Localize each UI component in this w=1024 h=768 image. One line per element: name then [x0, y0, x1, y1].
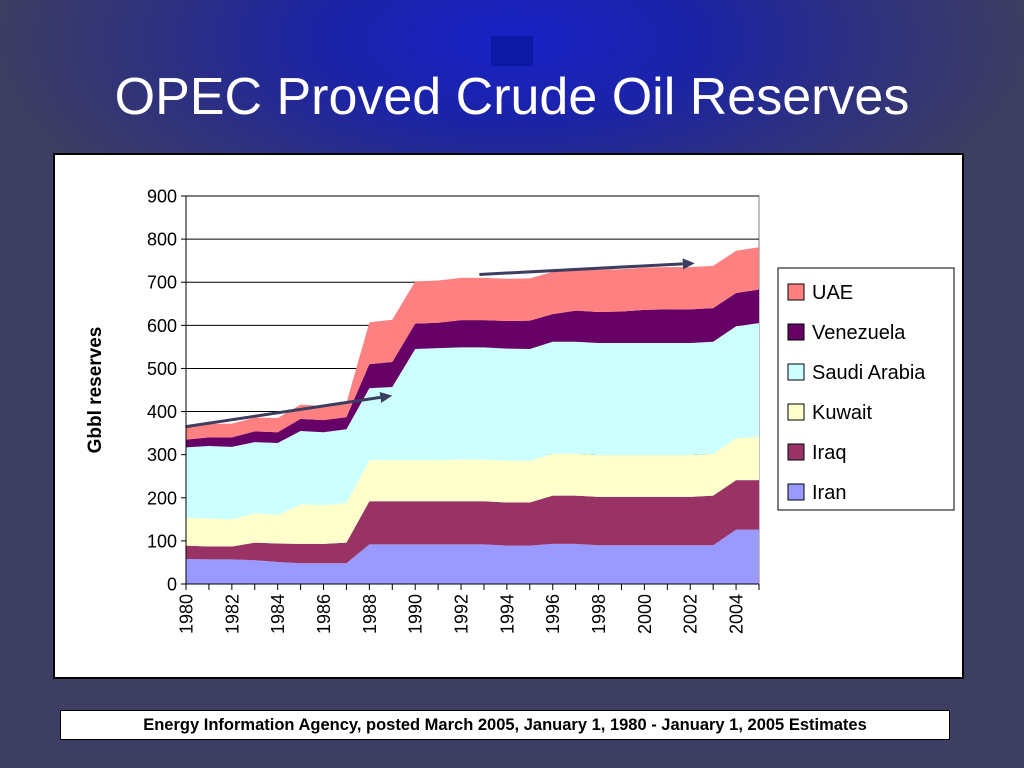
x-tick-label: 1998: [589, 594, 609, 634]
legend-swatch: [787, 283, 805, 301]
legend: UAE Venezuela Saudi Arabia Kuwait Iraq Iran: [777, 267, 955, 511]
x-tick-label: 1990: [406, 594, 426, 634]
area-kuwait: [186, 436, 759, 547]
trend-arrow-head: [682, 258, 695, 270]
trend-arrow-head: [379, 391, 393, 403]
y-tick-label: 300: [147, 445, 177, 465]
source-caption: Energy Information Agency, posted March …: [60, 710, 950, 740]
legend-label: UAE: [812, 282, 853, 304]
x-tick-labels: 1980 1982 1984 1986 1988 1990 1992 1994 1996 1998…: [177, 584, 760, 634]
area-iraq: [186, 480, 759, 564]
legend-swatch: [787, 443, 805, 461]
x-tick-label: 1980: [177, 594, 197, 634]
legend-swatch: [787, 323, 805, 341]
legend-items: UAE Venezuela Saudi Arabia Kuwait Iraq Iran: [787, 282, 926, 504]
y-tick-label: 0: [167, 575, 177, 595]
legend-label: Iraq: [812, 442, 846, 464]
legend-swatch: [787, 483, 805, 501]
trend-arrows: [185, 258, 695, 429]
area-uae: [186, 247, 759, 440]
x-tick-label: 1994: [497, 594, 517, 634]
x-tick-label: 1988: [360, 594, 380, 634]
y-tick-label: 700: [147, 273, 177, 293]
x-tick-label: 1996: [543, 594, 563, 634]
area-saudi-arabia: [186, 323, 759, 520]
area-iran: [186, 529, 759, 584]
x-tick-label: 2000: [635, 594, 655, 634]
title-decoration: [491, 36, 533, 66]
legend-label: Saudi Arabia: [812, 362, 926, 384]
y-tick-label: 900: [147, 187, 177, 207]
x-tick-label: 1984: [268, 594, 288, 634]
area-venezuela: [186, 289, 759, 448]
y-tick-label: 600: [147, 316, 177, 336]
legend-swatch: [787, 363, 805, 381]
y-tick-label: 800: [147, 230, 177, 250]
y-tick-label: 500: [147, 359, 177, 379]
legend-box: [777, 267, 955, 511]
legend-label: Kuwait: [812, 402, 872, 424]
legend-label: Iran: [812, 482, 846, 504]
x-tick-label: 2004: [727, 594, 747, 634]
trend-arrow-line: [479, 262, 683, 276]
x-tick-label: 1982: [222, 594, 242, 634]
x-tick-label: 1986: [314, 594, 334, 634]
chart-frame: 0 100 200 300 400 500 600 700 800 900 1980 1982 198…: [53, 153, 964, 679]
trend-arrow-line: [185, 395, 381, 429]
axes: [185, 196, 759, 585]
area-series: [186, 247, 759, 584]
legend-swatch: [787, 403, 805, 421]
legend-label: Venezuela: [812, 322, 906, 344]
x-tick-label: 2002: [681, 594, 701, 634]
y-axis-title: Gbbl reserves: [85, 327, 106, 454]
y-tick-labels: 0 100 200 300 400 500 600 700 800 900: [147, 187, 186, 595]
x-tick-label: 1992: [452, 594, 472, 634]
y-tick-label: 200: [147, 488, 177, 508]
y-tick-label: 100: [147, 531, 177, 551]
y-tick-label: 400: [147, 402, 177, 422]
slide-title: OPEC Proved Crude Oil Reserves: [114, 68, 910, 126]
